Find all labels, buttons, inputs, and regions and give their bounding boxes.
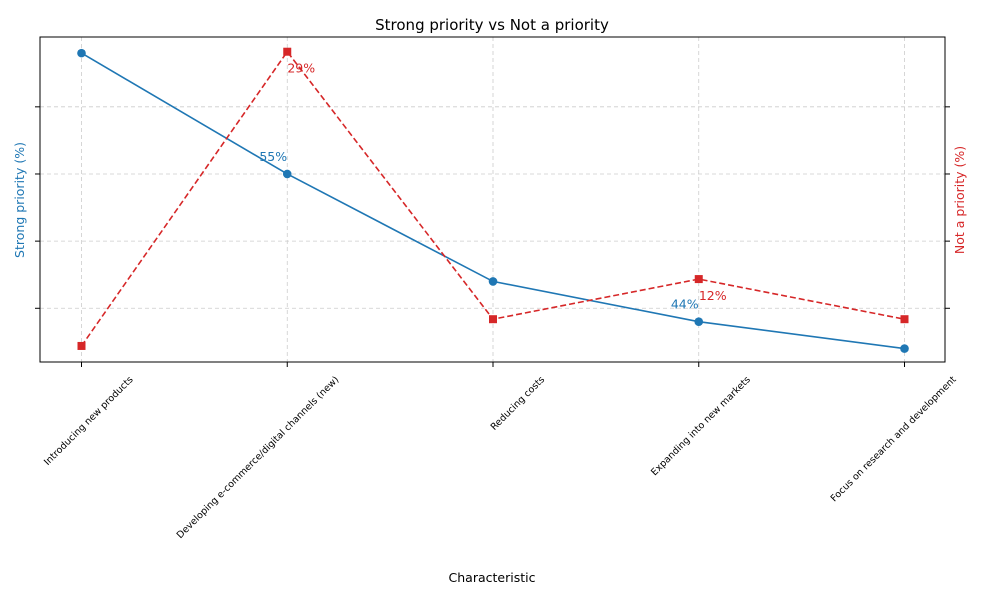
data-label: 29% [287,61,315,76]
x-tick-label: Focus on research and development [829,374,959,504]
x-tick-label: Developing e-commerce/digital channels (… [175,374,342,541]
x-axis-label: Characteristic [449,570,536,585]
plot-frame [39,36,946,363]
data-point [489,315,497,324]
data-point [77,48,86,58]
data-label: 44% [671,297,699,312]
data-point [900,344,909,353]
data-point [694,275,703,284]
series-strong-priority: 55% 44% [77,48,909,353]
series-not-a-priority: 29% 12% [77,47,909,350]
data-point [77,341,86,350]
data-point [282,169,292,179]
x-tick-label: Expanding into new markets [649,374,753,478]
grid-lines [40,37,945,362]
x-tick-label: Reducing costs [489,374,547,432]
data-point [488,277,498,286]
y-axis-left-label: Strong priority (%) [12,142,27,258]
y-axis-right-label: Not a priority (%) [952,146,967,254]
chart-title: Strong priority vs Not a priority [375,16,609,34]
data-point [283,47,292,56]
data-point [694,317,704,327]
x-tick-label: Introducing new products [42,374,136,468]
plot-series: 55% 44% 29% 12% [77,47,909,353]
data-label: 55% [259,149,287,164]
data-point [900,315,909,324]
data-label: 12% [699,288,727,303]
x-axis: Introducing new products Developing e-com… [35,106,959,541]
